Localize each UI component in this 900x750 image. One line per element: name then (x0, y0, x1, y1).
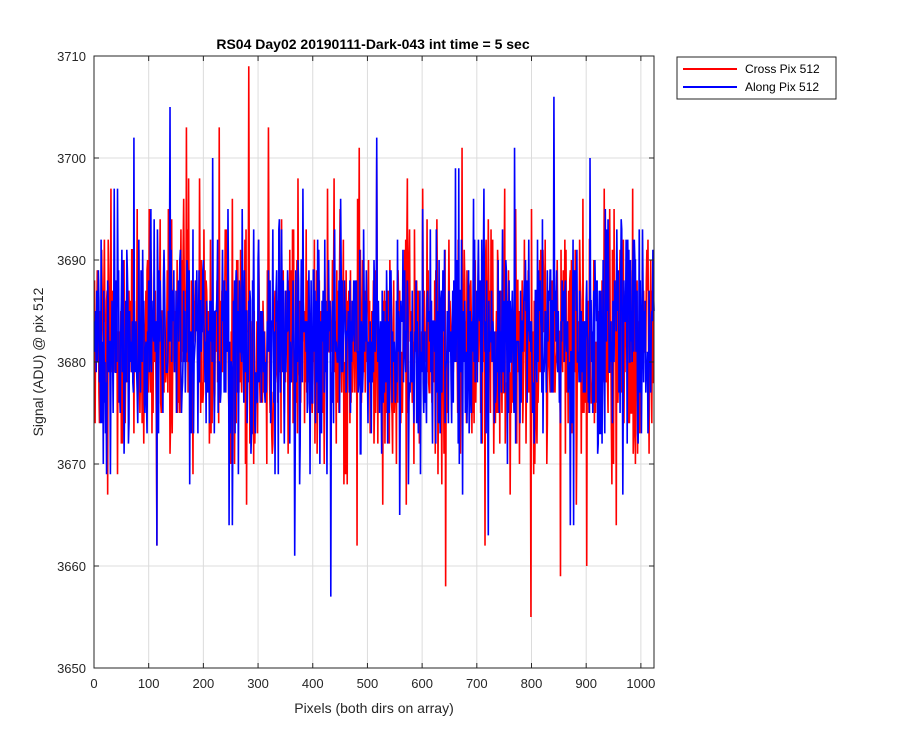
legend-box (676, 56, 837, 100)
x-tick-label: 600 (411, 676, 433, 691)
series-layer (93, 66, 655, 618)
x-tick-label: 100 (138, 676, 160, 691)
x-tick-label: 1000 (626, 676, 655, 691)
y-tick-label: 3670 (57, 457, 86, 472)
y-tick-label: 3690 (57, 253, 86, 268)
x-tick-label: 200 (193, 676, 215, 691)
x-tick-labels: 0 100 200 300 400 500 600 700 800 900 1000 (90, 676, 655, 691)
x-tick-label: 500 (357, 676, 379, 691)
plot-area (93, 55, 655, 669)
x-tick-label: 700 (466, 676, 488, 691)
x-tick-label: 0 (90, 676, 97, 691)
y-axis-title: Signal (ADU) @ pix 512 (30, 287, 46, 436)
x-axis-title: Pixels (both dirs on array) (294, 700, 454, 716)
x-tick-label: 400 (302, 676, 324, 691)
ticks (93, 55, 654, 669)
y-tick-label: 3700 (57, 151, 86, 166)
x-tick-label: 800 (521, 676, 543, 691)
series-line-along (93, 96, 655, 597)
x-tick-label: 300 (247, 676, 269, 691)
y-tick-label: 3660 (57, 559, 86, 574)
y-tick-label: 3710 (57, 49, 86, 64)
y-tick-labels: 3650 3660 3670 3680 3690 3700 3710 (57, 49, 86, 676)
legend-label-along: Along Pix 512 (745, 80, 819, 94)
x-tick-label: 900 (575, 676, 597, 691)
y-tick-label: 3650 (57, 661, 86, 676)
y-tick-label: 3680 (57, 355, 86, 370)
chart-title: RS04 Day02 20190111-Dark-043 int time = … (216, 36, 529, 52)
legend: Cross Pix 512 Along Pix 512 (676, 56, 837, 100)
legend-label-cross: Cross Pix 512 (745, 62, 820, 76)
